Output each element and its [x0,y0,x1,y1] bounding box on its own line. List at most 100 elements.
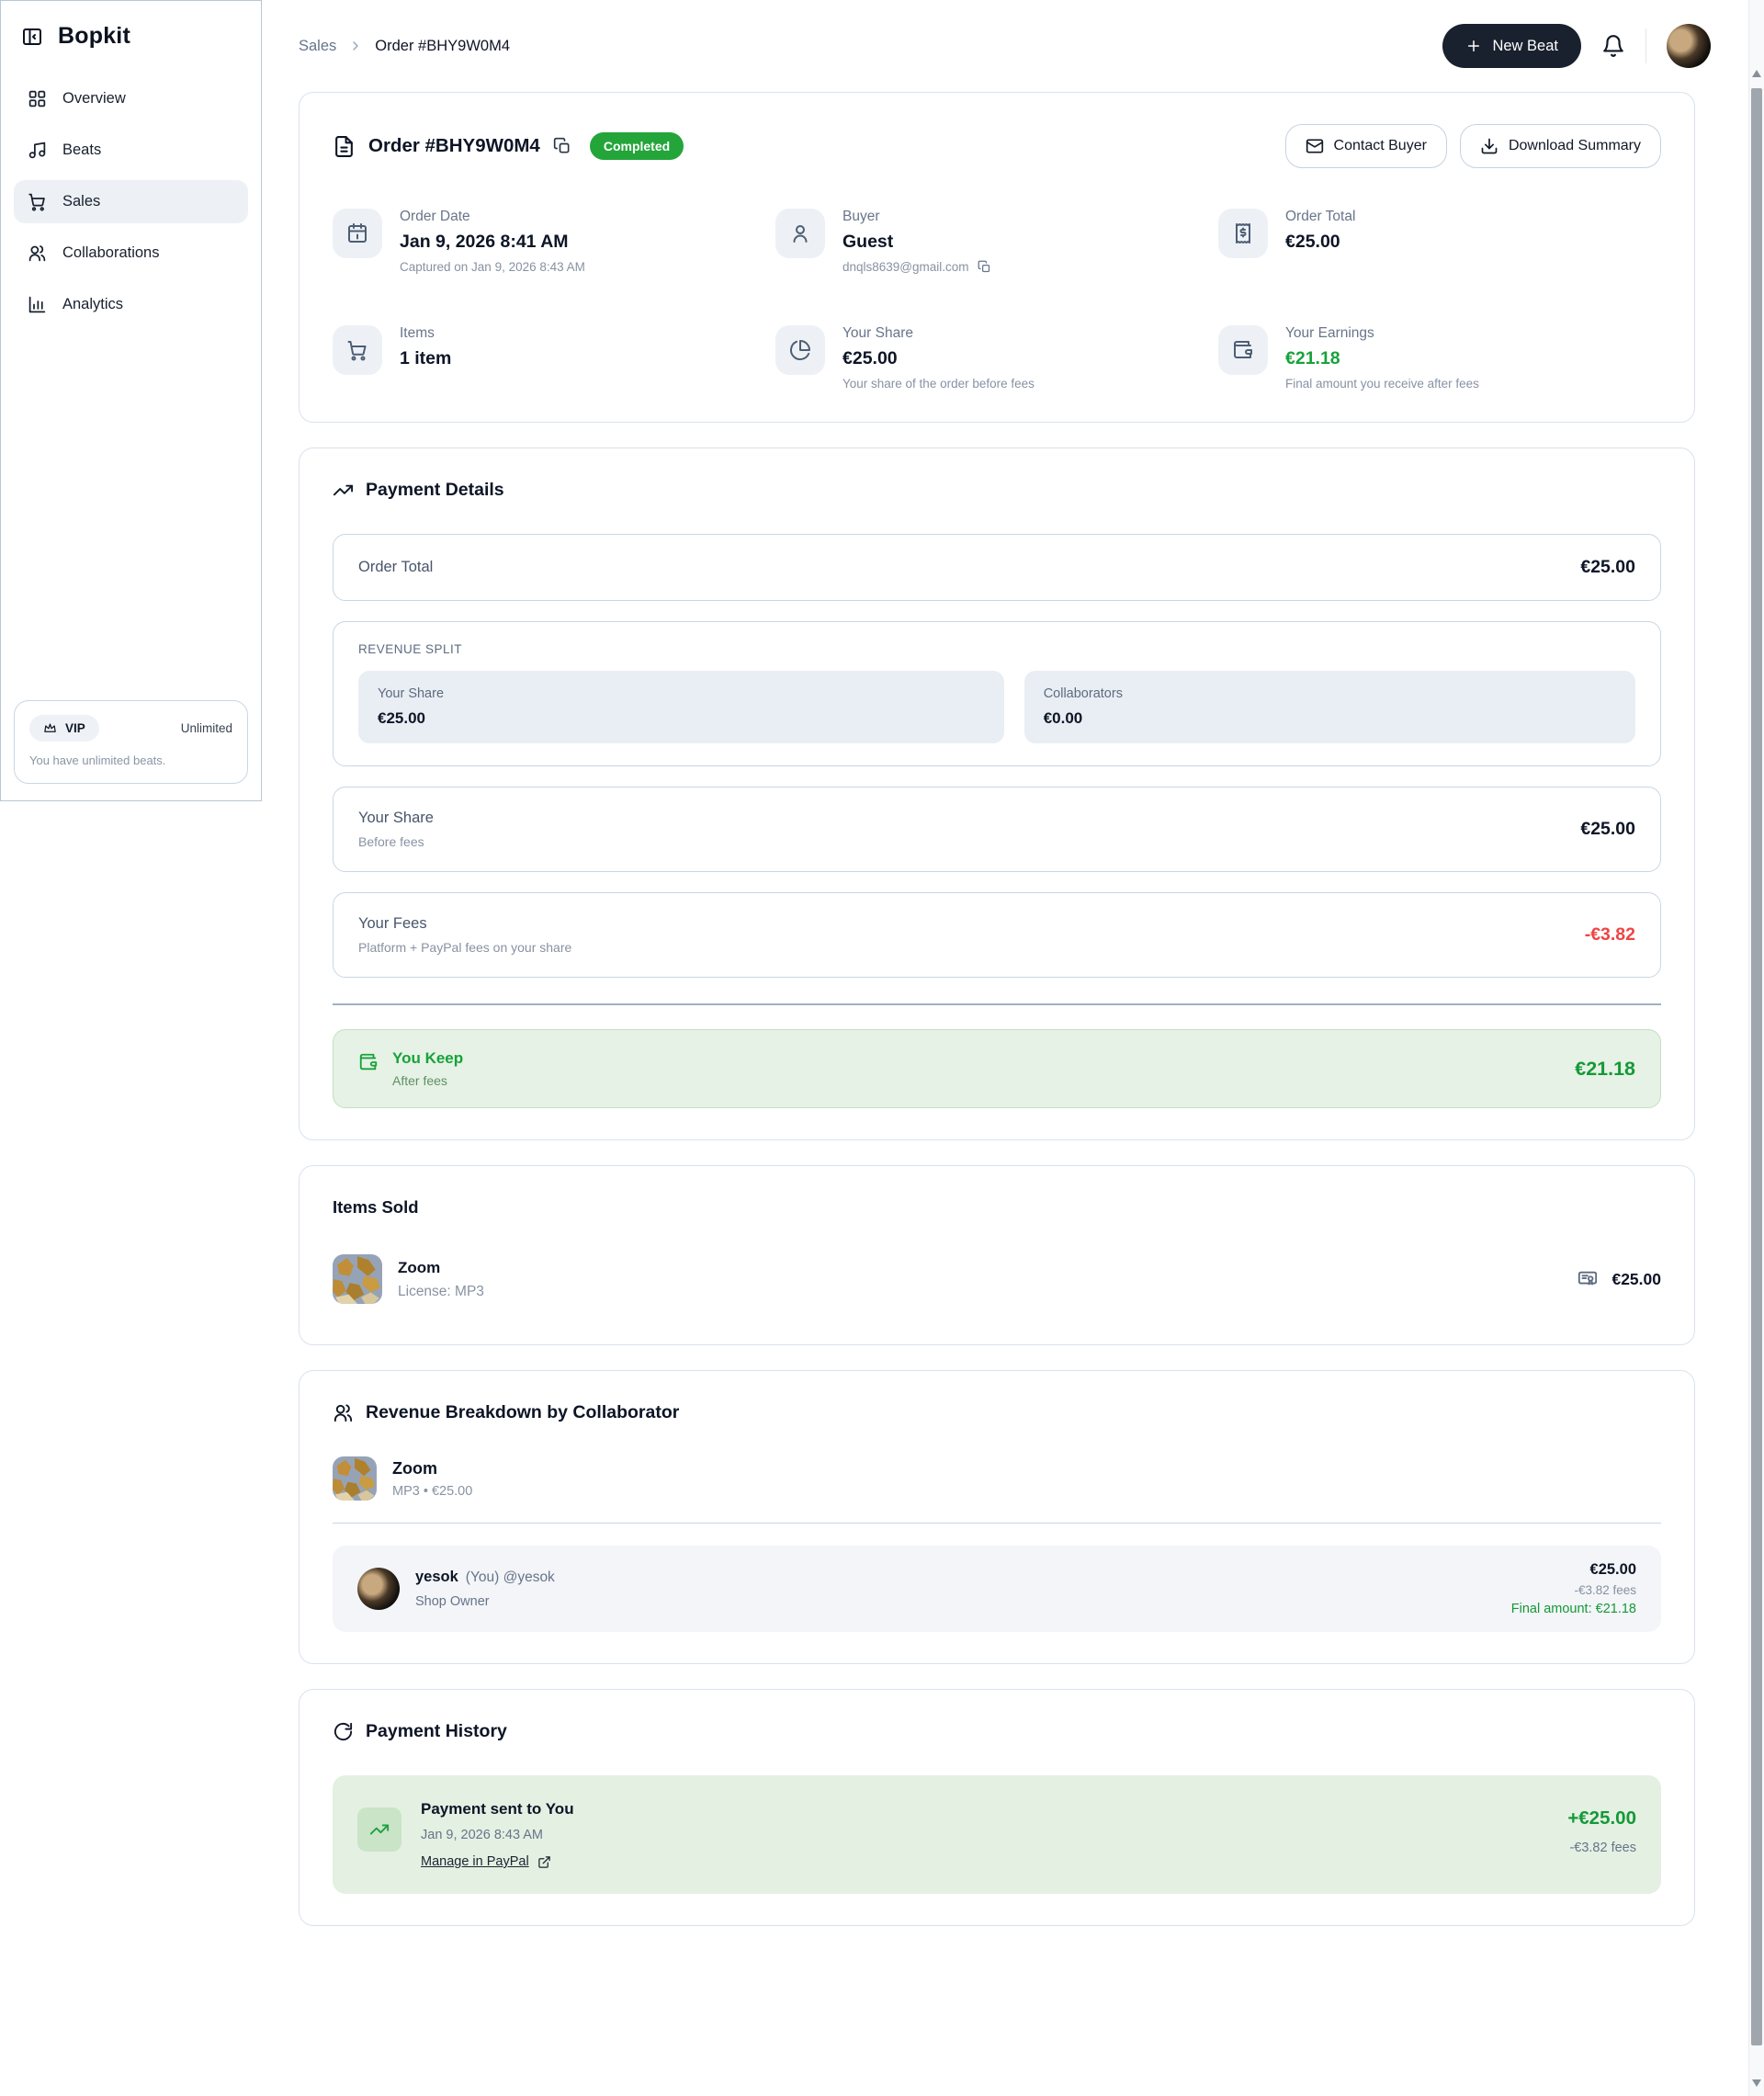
scrollbar-thumb[interactable] [1751,88,1762,2045]
sidebar-item-analytics[interactable]: Analytics [14,283,248,326]
sidebar-item-label: Sales [62,193,101,210]
collaborator-avatar [357,1568,400,1610]
copy-email-button[interactable] [978,260,991,274]
order-title: Order #BHY9W0M4 [368,135,540,156]
download-summary-button[interactable]: Download Summary [1459,124,1661,168]
sidebar-item-label: Overview [62,90,126,107]
scrollbar-down-arrow[interactable] [1752,2079,1761,2087]
revenue-breakdown-header: Revenue Breakdown by Collaborator [333,1402,1661,1423]
order-total-row: Order Total €25.00 [333,534,1661,601]
beat-meta: MP3 • €25.00 [392,1483,473,1499]
external-link-icon [537,1855,551,1869]
stat-sub: Final amount you receive after fees [1285,377,1479,391]
stat-value: €21.18 [1285,348,1340,368]
item-price: €25.00 [1611,1269,1661,1288]
items-sold-card: Items Sold Zoom License: MP3 €25.00 [299,1165,1695,1345]
stat-label: Your Share [842,325,913,341]
user-avatar[interactable] [1667,24,1711,68]
scrollbar[interactable] [1748,0,1764,2096]
sidebar-item-label: Collaborations [62,244,160,261]
manage-paypal-link[interactable]: Manage in PayPal [421,1854,529,1869]
payment-history-header: Payment History [333,1721,1661,1742]
payment-history-title: Payment History [366,1721,507,1741]
sidebar-nav: Overview Beats Sales Collaborations [14,77,248,326]
items-sold-title: Items Sold [333,1197,419,1217]
pie-chart-icon [775,325,825,375]
beat-row: Zoom MP3 • €25.00 [333,1456,1661,1501]
breadcrumb-sales-link[interactable]: Sales [299,37,337,54]
beat-artwork [333,1456,377,1501]
sidebar-item-beats[interactable]: Beats [14,129,248,172]
manage-paypal-row: Manage in PayPal [421,1854,574,1869]
download-summary-label: Download Summary [1508,138,1641,153]
order-summary-card: Order #BHY9W0M4 Completed Contact Buyer [299,92,1695,423]
split-label: Collaborators [1043,686,1123,701]
stat-label: Items [400,325,435,341]
stat-buyer: Buyer Guest dnqls8639@gmail.com [775,209,1218,274]
sidebar-item-overview[interactable]: Overview [14,77,248,120]
user-icon [775,209,825,258]
receipt-icon [1218,209,1268,258]
sidebar-item-collaborations[interactable]: Collaborations [14,232,248,275]
main-content: Sales Order #BHY9W0M4 New Beat [299,0,1711,1951]
topbar: Sales Order #BHY9W0M4 New Beat [299,0,1711,92]
row-value: -€3.82 [1584,924,1635,945]
vip-top-row: VIP Unlimited [29,715,232,742]
sidebar: Bopkit Overview Beats Sales [0,0,262,801]
stat-your-share: Your Share €25.00 Your share of the orde… [775,325,1218,391]
calendar-icon [333,209,382,258]
download-icon [1480,137,1498,155]
payment-details-header: Payment Details [333,480,1661,501]
bell-icon [1601,34,1625,58]
file-text-icon [333,135,356,158]
plus-icon [1465,38,1482,54]
revenue-split-your-share: Your Share €25.00 [358,671,1004,743]
cart-icon [333,325,382,375]
revenue-split-cards: Your Share €25.00 Collaborators €0.00 [358,671,1635,743]
split-value: €25.00 [378,709,425,727]
stat-value: €25.00 [842,348,898,368]
music-note-icon [28,141,47,160]
split-value: €0.00 [1043,709,1083,727]
revenue-breakdown-card: Revenue Breakdown by Collaborator Zoom M… [299,1370,1695,1664]
order-stats-grid: Order Date Jan 9, 2026 8:41 AM Captured … [333,209,1661,391]
collaborator-name-row: yesok (You) @yesok [415,1569,555,1586]
bar-chart-icon [28,295,47,314]
vip-plan: Unlimited [180,721,232,735]
sidebar-item-label: Beats [62,142,102,158]
collaborator-name: yesok [415,1569,458,1585]
vip-badge-label: VIP [65,721,85,735]
scrollbar-up-arrow[interactable] [1752,70,1761,77]
wallet-icon [1218,325,1268,375]
collaborator-fees: -€3.82 fees [1574,1583,1636,1597]
payment-event-date: Jan 9, 2026 8:43 AM [421,1828,544,1842]
payment-event-amounts: +€25.00 -€3.82 fees [1567,1800,1636,1869]
sold-item-row: Zoom License: MP3 €25.00 [333,1254,1661,1304]
new-beat-button[interactable]: New Beat [1442,24,1581,68]
collaborator-row: yesok (You) @yesok Shop Owner €25.00 -€3… [333,1546,1661,1632]
payment-sent-icon [357,1807,401,1852]
order-title-group: Order #BHY9W0M4 Completed [333,132,684,160]
stat-sub: Your share of the order before fees [842,377,1035,391]
your-share-row: Your Share Before fees €25.00 [333,787,1661,872]
sidebar-collapse-icon[interactable] [21,26,43,48]
revenue-breakdown-divider [333,1523,1661,1524]
new-beat-label: New Beat [1492,37,1558,54]
notifications-button[interactable] [1601,34,1625,58]
order-header: Order #BHY9W0M4 Completed Contact Buyer [333,124,1661,168]
collaborator-gross: €25.00 [1589,1561,1636,1578]
contact-buyer-button[interactable]: Contact Buyer [1284,124,1447,168]
sidebar-item-sales[interactable]: Sales [14,180,248,223]
stat-value: Jan 9, 2026 8:41 AM [400,232,569,252]
stat-label: Order Total [1285,209,1356,224]
stat-value: 1 item [400,348,452,368]
beat-name: Zoom [392,1458,437,1478]
topbar-actions: New Beat [1442,24,1711,68]
payment-history-card: Payment History Payment sent to You Jan … [299,1689,1695,1926]
revenue-split-heading: REVENUE SPLIT [358,642,463,656]
row-value: €25.00 [1580,557,1635,577]
stat-value: Guest [842,232,894,252]
copy-order-id-button[interactable] [553,137,571,155]
status-badge: Completed [589,132,684,160]
